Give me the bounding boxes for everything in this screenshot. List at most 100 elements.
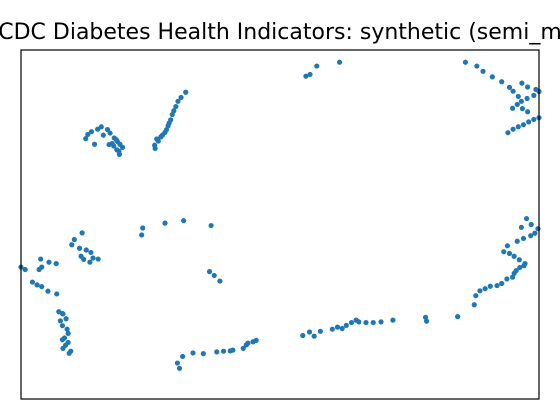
scatter-point (515, 93, 521, 100)
scatter-point (535, 226, 541, 232)
scatter-point (69, 242, 75, 248)
scatter-point (217, 278, 223, 284)
scatter-point (220, 348, 227, 354)
scatter-point (528, 233, 534, 239)
scatter-point (178, 94, 184, 101)
scatter-point (519, 106, 526, 112)
scatter-point (88, 129, 95, 135)
scatter-point (29, 279, 35, 285)
scatter-point (474, 63, 480, 69)
scatter-point (87, 259, 93, 265)
scatter-point (522, 260, 528, 267)
scatter-point (356, 319, 362, 325)
scatter-point (306, 329, 313, 335)
scatter-point (343, 322, 349, 328)
scatter-point (462, 59, 469, 65)
scatter-point (119, 144, 126, 150)
scatter-point (91, 141, 98, 147)
scatter-point (501, 249, 507, 255)
scatter-point (519, 80, 525, 86)
scatter-point (95, 256, 101, 262)
scatter-point (517, 264, 523, 271)
scatter-point (98, 124, 104, 130)
scatter-point (482, 286, 488, 292)
scatter-point (65, 330, 71, 336)
scatter-point (54, 291, 60, 297)
scatter-point (506, 84, 513, 90)
scatter-point (510, 126, 516, 132)
scatter-point (174, 360, 181, 366)
scatter-point (113, 137, 119, 143)
scatter-point (59, 337, 66, 343)
scatter-point (511, 253, 517, 259)
scatter-point (206, 269, 213, 275)
scatter-point (253, 337, 259, 343)
scatter-point (300, 332, 306, 339)
scatter-point (311, 333, 317, 339)
scatter-point (494, 282, 500, 289)
scatter-point (303, 73, 309, 79)
scatter-point (81, 256, 87, 262)
scatter-point (307, 71, 313, 78)
scatter-point (487, 283, 493, 289)
scatter-point (56, 309, 62, 315)
scatter-point (176, 365, 183, 371)
scatter-point (518, 224, 524, 230)
scatter-point (116, 151, 123, 157)
scatter-point (339, 325, 345, 332)
scatter-point (532, 230, 538, 236)
scatter-point (531, 116, 537, 123)
scatter-point (107, 130, 113, 136)
scatter-point (520, 122, 527, 128)
scatter-point (506, 250, 513, 257)
scatter-point (514, 101, 520, 108)
scatter-point (171, 108, 177, 114)
scatter-point (168, 117, 174, 123)
scatter-point (510, 88, 516, 94)
scatter-point (45, 288, 51, 294)
scatter-point (528, 221, 534, 228)
scatter-point (314, 63, 320, 69)
scatter-point (499, 79, 505, 85)
scatter-point (53, 260, 59, 267)
scatter-point (509, 105, 516, 111)
scatter-point (66, 350, 72, 356)
scatter-point (88, 249, 94, 256)
scatter-point (85, 131, 91, 138)
scatter-point (71, 236, 77, 243)
scatter-point (504, 243, 510, 249)
scatter-point (230, 347, 236, 353)
scatter-point (245, 340, 251, 346)
scatter-point (423, 318, 430, 324)
scatter-point (39, 284, 45, 290)
scatter-point (200, 351, 206, 357)
scatter-point (60, 345, 66, 351)
scatter-point (139, 232, 145, 238)
scatter-point (390, 317, 396, 323)
scatter-point (533, 86, 539, 93)
scatter-point (348, 319, 355, 326)
scatter-point (370, 319, 376, 326)
scatter-point (480, 68, 486, 74)
scatter-point (63, 316, 69, 322)
scatter-point (524, 95, 530, 102)
points-layer (18, 59, 542, 371)
scatter-point (523, 215, 530, 222)
scatter-point (208, 222, 214, 229)
scatter-point (526, 119, 532, 125)
scatter-point (211, 272, 217, 279)
scatter-point (190, 350, 196, 356)
scatter-point (57, 318, 63, 324)
scatter-point (471, 302, 477, 308)
scatter-point (175, 98, 181, 104)
scatter-point (531, 92, 537, 98)
scatter-point (520, 235, 527, 242)
scatter-point (100, 132, 106, 138)
scatter-point (504, 276, 510, 282)
scatter-point (514, 238, 520, 244)
scatter-point (363, 319, 369, 326)
scatter-point (180, 353, 186, 360)
scatter-point (59, 323, 66, 329)
scatter-point (525, 109, 531, 115)
scatter-point (513, 267, 519, 274)
